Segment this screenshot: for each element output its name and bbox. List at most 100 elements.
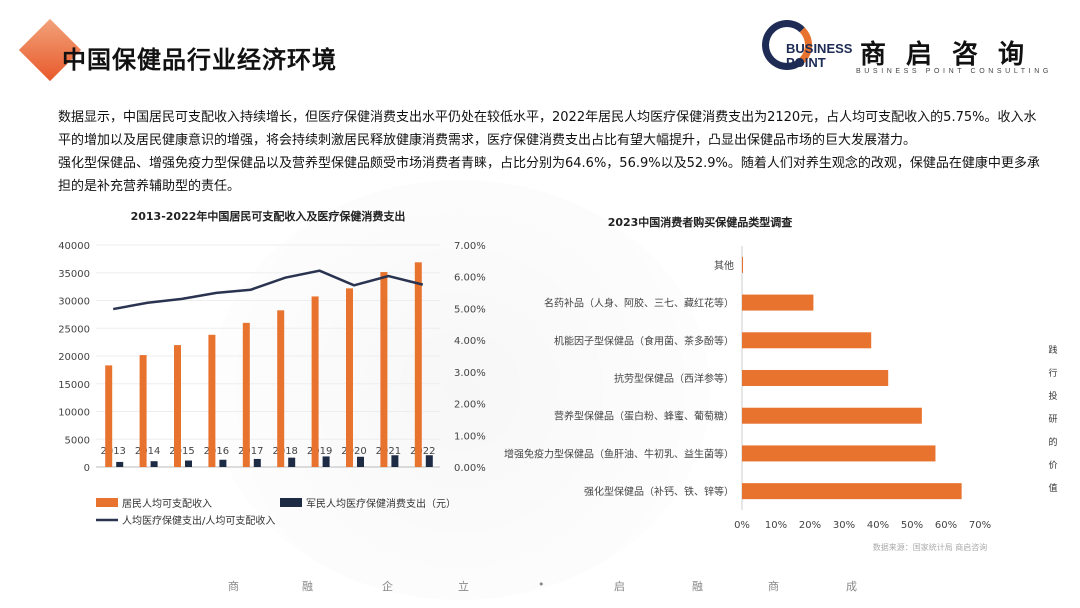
chart2-category-label: 增强免疫力型保健品（鱼肝油、牛初乳、益生菌等） — [504, 447, 734, 460]
chart1-y2-tick: 0.00% — [454, 463, 486, 474]
brand-logo: BUSINESS POINT 商启咨询 BUSINESS POINT CONSU… — [760, 18, 1060, 80]
side-text-char: 研 — [1048, 415, 1058, 425]
chart1-x-tick: 2021 — [376, 446, 401, 457]
chart1-bar-income — [139, 355, 147, 467]
chart1-bar-medical — [425, 455, 433, 467]
chart1-y2-tick: 4.00% — [454, 336, 486, 347]
chart1-legend-income: 居民人均可支配收入 — [122, 497, 212, 510]
chart1-y-tick: 25000 — [58, 324, 90, 335]
chart1-bar-income — [414, 262, 422, 467]
chart2-x-tick: 50% — [901, 520, 923, 531]
chart1-bar-income — [208, 334, 216, 467]
chart1-y2-tick: 2.00% — [454, 400, 486, 411]
chart2-source: 数据来源：国家统计局 商启咨询 — [873, 542, 988, 552]
intro-paragraph-1: 数据显示，中国居民可支配收入持续增长，但医疗保健消费支出水平仍处在较低水平，20… — [58, 110, 1037, 148]
chart1-x-tick: 2014 — [135, 446, 160, 457]
side-text-char: 投 — [1048, 392, 1058, 402]
chart1-y2-tick: 1.00% — [454, 431, 486, 442]
chart1-bar-income — [174, 345, 181, 467]
side-text-char: 价 — [1048, 461, 1058, 471]
chart1-y2-tick: 6.00% — [454, 273, 486, 284]
chart2-category-label: 机能因子型保健品（食用菌、茶多酚等） — [554, 334, 734, 347]
footer-char: 立 — [458, 580, 469, 593]
chart2-x-tick: 40% — [867, 520, 889, 531]
intro-text: 数据显示，中国居民可支配收入持续增长，但医疗保健消费支出水平仍处在较低水平，20… — [58, 106, 1048, 198]
chart1-y-tick: 20000 — [58, 352, 90, 363]
chart1-bar-medical — [253, 458, 261, 467]
side-text-char: 的 — [1048, 438, 1058, 448]
chart2-x-tick: 30% — [833, 520, 855, 531]
chart1-bar-income — [311, 296, 319, 467]
chart1-x-tick: 2019 — [307, 446, 332, 457]
chart1-y-tick: 35000 — [58, 269, 90, 280]
chart2-category-label: 抗劳型保健品（西洋参等） — [614, 372, 734, 385]
logo-en-line1: BUSINESS — [786, 41, 853, 56]
footer-char: 融 — [302, 580, 313, 593]
logo-sub: BUSINESS POINT CONSULTING — [856, 68, 1052, 75]
footer-char: 商 — [768, 580, 779, 593]
logo-cn: 商启咨询 — [860, 40, 1045, 70]
chart1-y-tick: 5000 — [65, 435, 90, 446]
chart1-bar-medical — [357, 456, 364, 467]
chart2-bar — [742, 483, 962, 500]
chart2-bar — [742, 332, 872, 349]
chart1-bar-medical — [391, 455, 399, 467]
footer-char: 融 — [692, 580, 703, 593]
chart1-x-tick: 2016 — [204, 446, 229, 457]
chart1-bar-medical — [185, 460, 192, 467]
chart1-legend-medical: 军民人均医疗保健消费支出（元） — [306, 497, 456, 510]
side-vertical-text: 践行投研的价值 — [1046, 340, 1060, 501]
page-title: 中国保健品行业经济环境 — [62, 46, 337, 74]
chart1-bar-income — [242, 322, 250, 467]
chart1-bar-medical — [150, 461, 158, 467]
chart2-bar — [742, 445, 936, 462]
footer-char: 成 — [846, 580, 857, 593]
chart2-category-label: 营养型保健品（蛋白粉、蜂蜜、葡萄糖） — [554, 410, 734, 423]
chart1-y-tick: 10000 — [58, 408, 90, 419]
chart1-x-tick: 2017 — [238, 446, 263, 457]
chart1-bar-medical — [116, 461, 124, 467]
chart1-y2-tick: 7.00% — [454, 241, 486, 252]
chart1-legend-swatch-medical — [280, 498, 302, 507]
chart1-x-tick: 2013 — [100, 446, 125, 457]
chart2-bar — [742, 370, 889, 386]
logo-en: BUSINESS POINT — [786, 42, 852, 70]
chart1-y2-tick: 5.00% — [454, 304, 486, 315]
footer-char: 企 — [382, 580, 393, 593]
chart1-y2-tick: 3.00% — [454, 368, 486, 379]
chart2-bar — [742, 256, 744, 273]
chart2-x-tick: 60% — [935, 520, 957, 531]
footer-char: 启 — [614, 580, 625, 593]
chart1-bar-income — [105, 365, 113, 467]
chart1-x-tick: 2020 — [341, 446, 366, 457]
chart2-bar — [742, 407, 922, 424]
footer-slogan: 商 融 企 立 • 启 融 商 成 — [0, 578, 1080, 598]
chart1-legend-ratio: 人均医疗保健支出/人均可支配收入 — [122, 514, 275, 527]
chart1-x-tick: 2015 — [169, 446, 194, 457]
intro-paragraph-2: 强化型保健品、增强免疫力型保健品以及营养型保健品颇受市场消费者青睐，占比分别为6… — [58, 156, 1040, 194]
chart2-x-tick: 20% — [799, 520, 821, 531]
side-text-char: 行 — [1048, 369, 1058, 379]
chart1-y-tick: 0 — [84, 463, 90, 474]
chart2-category-label: 名药补品（人身、阿胶、三七、藏红花等） — [544, 297, 734, 310]
chart2-x-tick: 10% — [765, 520, 787, 531]
chart1-bar-medical — [288, 457, 296, 467]
chart1-y-tick: 40000 — [58, 241, 90, 252]
chart1-bar-income — [346, 288, 353, 467]
chart1-bar-income — [277, 310, 285, 467]
chart1-bar-income — [380, 272, 388, 467]
chart2-x-tick: 0% — [734, 520, 750, 531]
chart2-x-tick: 70% — [969, 520, 991, 531]
background-watermark — [210, 180, 710, 600]
side-text-char: 值 — [1048, 484, 1058, 494]
side-text-char: 践 — [1048, 346, 1058, 356]
chart1-y-tick: 30000 — [58, 297, 90, 308]
chart1-legend-swatch-income — [96, 498, 118, 507]
logo-ring-icon — [762, 20, 812, 70]
chart2-category-label: 其他 — [714, 259, 734, 272]
chart2-bar — [742, 294, 814, 311]
chart2-category-label: 强化型保健品（补钙、铁、锌等） — [584, 485, 734, 498]
chart1-line-ratio — [112, 269, 424, 311]
logo-en-line2: POINT — [786, 55, 826, 70]
